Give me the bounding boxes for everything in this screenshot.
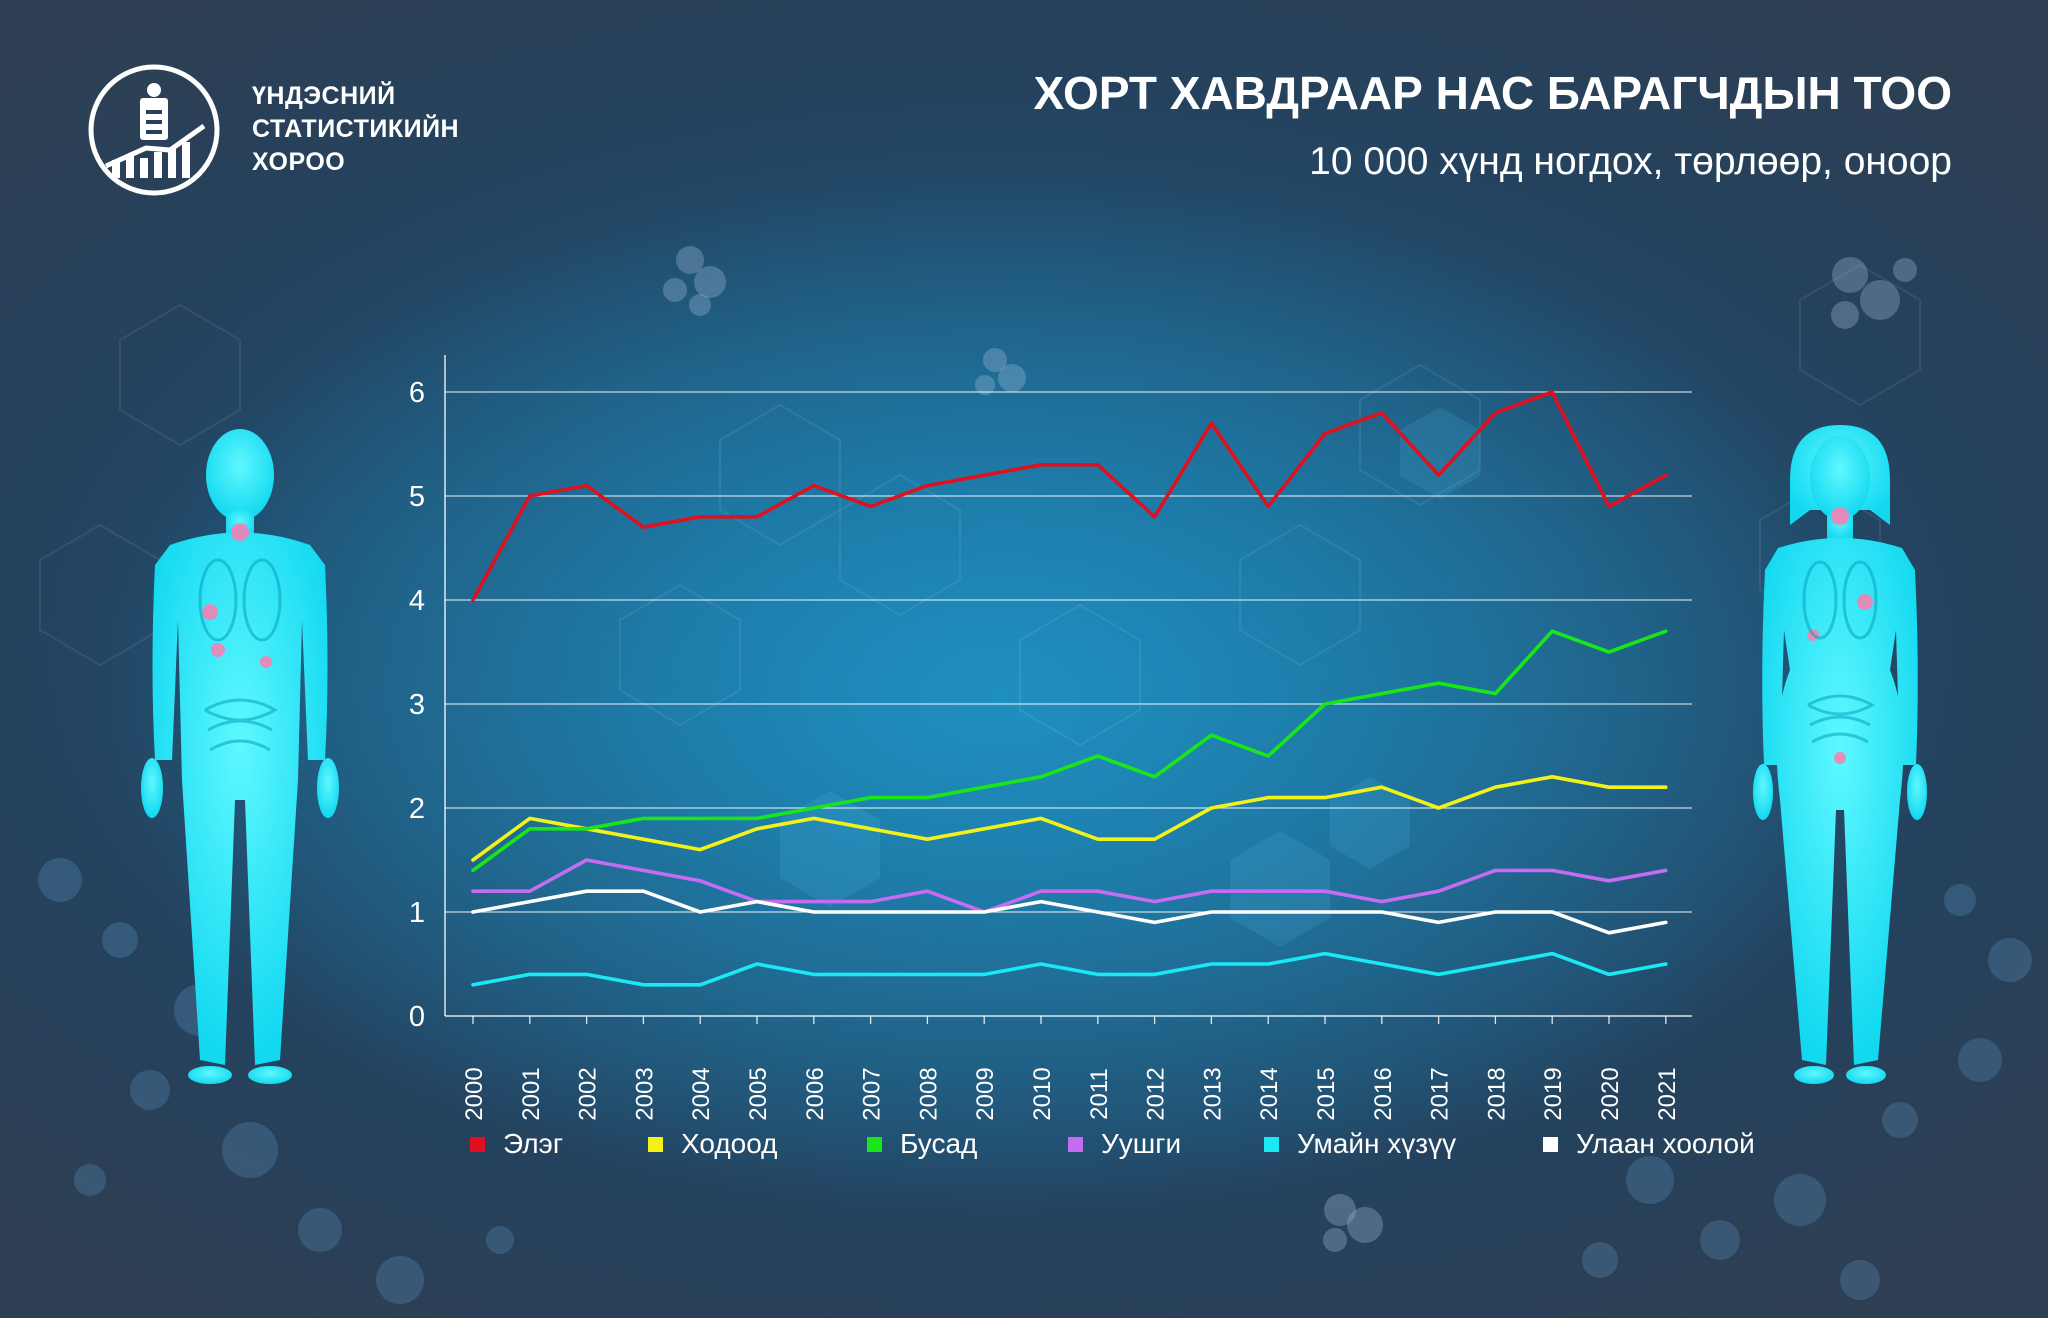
- y-tick-label: 1: [409, 897, 425, 929]
- chart-subtitle: 10 000 хүнд ногдох, төрлөөр, оноор: [1309, 140, 1952, 183]
- legend-swatch: [1068, 1136, 1083, 1152]
- legend-item: Бусад: [867, 1128, 977, 1160]
- series-line-2: [471, 774, 1668, 862]
- legend-label: Бусад: [900, 1128, 978, 1159]
- series-line-5: [471, 951, 1668, 987]
- legend-label: Улаан хоолой: [1576, 1128, 1755, 1159]
- legend-item: Элэг: [470, 1128, 563, 1160]
- org-line: ҮНДЭСНИЙ: [252, 82, 396, 110]
- chart-title: ХОРТ ХАВДРААР НАС БАРАГЧДЫН ТОО: [1033, 67, 1952, 119]
- y-tick-label: 3: [409, 689, 425, 721]
- y-tick-label: 0: [409, 1001, 425, 1033]
- y-tick-label: 2: [409, 793, 425, 825]
- y-tick-label: 5: [409, 481, 425, 513]
- x-tick-label: 2014: [1256, 1067, 1283, 1120]
- legend-swatch: [1543, 1136, 1558, 1152]
- x-tick-label: 2011: [1086, 1068, 1113, 1120]
- y-tick-label: 4: [409, 585, 425, 617]
- nso-logo: [88, 64, 220, 196]
- series-line-4: [471, 858, 1668, 914]
- x-tick-label: 2013: [1199, 1067, 1226, 1120]
- legend-item: Умайн хүзүү: [1264, 1128, 1456, 1160]
- org-line: ХОРОО: [252, 148, 346, 176]
- x-tick-label: 2018: [1483, 1067, 1510, 1120]
- legend-item: Ходоод: [648, 1128, 778, 1160]
- organization-name: ҮНДЭСНИЙ СТАТИСТИКИЙН ХОРОО: [252, 80, 459, 179]
- x-tick-label: 2019: [1540, 1067, 1567, 1120]
- x-tick-label: 2010: [1029, 1067, 1056, 1120]
- legend-item: Уушги: [1068, 1128, 1181, 1160]
- male-body-figure: [141, 429, 339, 1084]
- x-tick-label: 2000: [461, 1067, 488, 1120]
- series-line-1: [471, 390, 1668, 602]
- x-tick-label: 2002: [575, 1067, 602, 1120]
- legend-item: Улаан хоолой: [1543, 1128, 1755, 1160]
- legend-label: Умайн хүзүү: [1297, 1128, 1457, 1159]
- x-tick-label: 2017: [1427, 1067, 1454, 1120]
- x-tick-label: 2006: [802, 1067, 829, 1120]
- series-line-3: [471, 629, 1668, 873]
- legend-label: Уушги: [1101, 1128, 1182, 1159]
- legend-label: Элэг: [503, 1128, 564, 1159]
- x-tick-label: 2001: [518, 1067, 545, 1120]
- x-tick-label: 2021: [1654, 1067, 1681, 1120]
- x-tick-label: 2012: [1143, 1067, 1170, 1120]
- female-body-figure: [1753, 425, 1927, 1084]
- x-tick-label: 2007: [859, 1067, 886, 1120]
- org-line: СТАТИСТИКИЙН: [252, 115, 460, 143]
- x-tick-label: 2015: [1313, 1067, 1340, 1120]
- legend-swatch: [470, 1136, 485, 1152]
- legend-swatch: [867, 1136, 882, 1152]
- legend-swatch: [1264, 1136, 1279, 1152]
- x-tick-label: 2004: [688, 1067, 715, 1120]
- x-tick-label: 2008: [915, 1067, 942, 1120]
- x-tick-label: 2016: [1370, 1067, 1397, 1120]
- series-line-6: [471, 889, 1668, 935]
- x-tick-label: 2009: [972, 1067, 999, 1120]
- chart-legend: Элэг Ходоод Бусад Уушги Умайн хүзүү Улаан хоо…: [470, 1128, 1790, 1168]
- x-tick-label: 2005: [745, 1067, 772, 1120]
- x-tick-label: 2003: [631, 1067, 658, 1120]
- x-tick-label: 2020: [1597, 1067, 1624, 1120]
- legend-label: Ходоод: [681, 1128, 778, 1159]
- legend-swatch: [648, 1136, 663, 1152]
- y-tick-label: 6: [409, 377, 425, 409]
